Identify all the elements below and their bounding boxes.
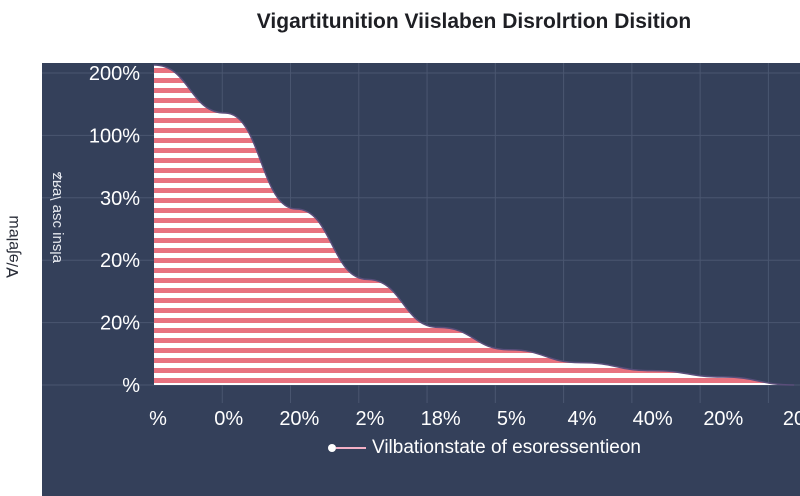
y-tick-label: 30% xyxy=(100,188,140,210)
x-tick-label: 2% xyxy=(356,408,385,430)
x-tick-label: 4% xyxy=(568,408,597,430)
legend-dot xyxy=(328,444,336,452)
x-tick-labels: % 0% 20% 2% 18% 5% 4% 40% 20% 20 xyxy=(149,408,800,430)
data-point xyxy=(366,278,368,280)
legend-line xyxy=(336,447,366,449)
data-point xyxy=(651,370,653,372)
data-point xyxy=(153,64,155,66)
area-fill xyxy=(154,65,794,385)
y-axis-inner-label: ɐlsuᴉ ɔsɐ \ɐᴙʑ xyxy=(48,171,65,263)
y-tick-label: 20% xyxy=(100,250,140,272)
legend-label: Vilbationstate of esoressentieon xyxy=(372,437,641,458)
legend-marker xyxy=(326,442,366,454)
x-tick-label: % xyxy=(149,408,167,430)
x-tick-label: 20% xyxy=(703,408,743,430)
data-point xyxy=(224,112,226,114)
area-layer xyxy=(153,64,795,386)
y-tick-label: 100% xyxy=(89,125,140,147)
y-tick-labels: 200% 100% 30% 20% 20%% xyxy=(89,63,140,397)
x-tick-label: 20% xyxy=(279,408,319,430)
x-tick-label: 0% xyxy=(214,408,243,430)
data-point xyxy=(295,208,297,210)
x-tick-label: 18% xyxy=(421,408,461,430)
chart-svg: 200% 100% 30% 20% 20%% % 0% 20% 2% 18% 5% 4% 40% 20%… xyxy=(42,63,800,430)
legend: Vilbationstate of esoressentieon xyxy=(326,437,641,459)
chart-title: Vigartitunition Viislaben Disrolrtion Di… xyxy=(256,10,692,33)
data-point xyxy=(509,349,511,351)
x-tick-label: 5% xyxy=(497,408,526,430)
data-point xyxy=(437,326,439,328)
plot-panel: 200% 100% 30% 20% 20%% % 0% 20% 2% 18% 5% 4% 40% 20%… xyxy=(42,63,800,496)
y-tick-label: % xyxy=(122,375,140,397)
data-point xyxy=(722,376,724,378)
data-point xyxy=(580,362,582,364)
y-tick-label: 200% xyxy=(89,63,140,85)
x-tick-label: 20 xyxy=(783,408,800,430)
y-axis-outer-label: Ɐ/ɘʃɐlɐɯ xyxy=(5,215,22,278)
y-tick-label: 20% xyxy=(100,313,140,335)
x-tick-label: 40% xyxy=(633,408,673,430)
data-point xyxy=(793,384,795,386)
